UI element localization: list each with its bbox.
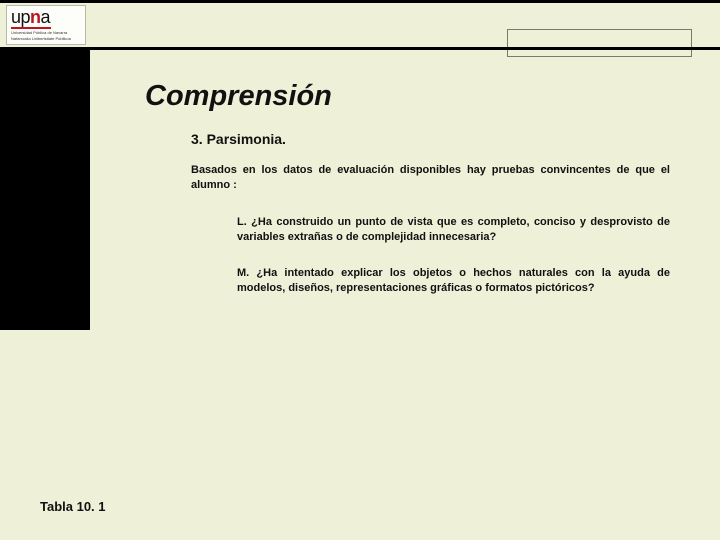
header-divider xyxy=(0,47,720,50)
logo-subtitle-1: Universidad Pública de Navarra xyxy=(11,30,67,35)
item-m: M. ¿Ha intentado explicar los objetos o … xyxy=(237,266,670,296)
side-black-panel xyxy=(0,50,90,330)
logo-subtitle-2: Nafarroako Unibertsitate Publikoa xyxy=(11,36,71,41)
page-title: Comprensión xyxy=(145,80,680,113)
logo-underline xyxy=(11,27,51,29)
intro-paragraph: Basados en los datos de evaluación dispo… xyxy=(191,163,670,193)
logo-prefix: up xyxy=(11,7,30,27)
logo-accent: n xyxy=(30,7,41,27)
header: upna Universidad Pública de Navarra Nafa… xyxy=(0,3,720,47)
logo-text: upna xyxy=(11,8,50,26)
item-l: L. ¿Ha construido un punto de vista que … xyxy=(237,215,670,245)
section-subtitle: 3. Parsimonia. xyxy=(191,131,680,147)
content-area: Comprensión 3. Parsimonia. Basados en lo… xyxy=(145,80,680,318)
logo-suffix: a xyxy=(41,7,51,27)
corner-box xyxy=(507,29,692,57)
footer-label: Tabla 10. 1 xyxy=(40,499,106,514)
logo: upna Universidad Pública de Navarra Nafa… xyxy=(6,5,86,45)
